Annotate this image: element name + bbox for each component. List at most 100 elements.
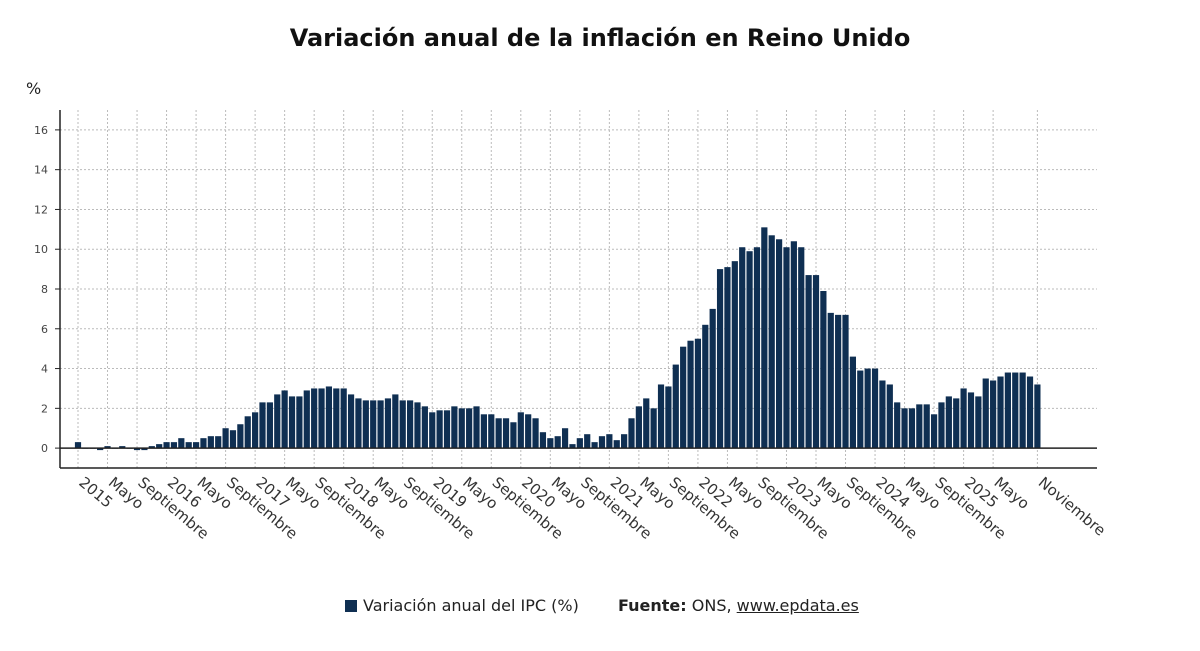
bar (443, 410, 451, 449)
bar (776, 239, 783, 449)
bar (451, 406, 458, 449)
bar (281, 390, 288, 449)
bar (938, 402, 945, 449)
bar (871, 368, 879, 449)
bar (1012, 372, 1019, 449)
bar (340, 388, 347, 449)
bar (635, 406, 642, 449)
bar (628, 418, 635, 449)
bar (377, 400, 384, 449)
y-tick-label: 12 (34, 203, 48, 216)
bar (311, 388, 318, 449)
bar (170, 442, 178, 449)
bar (982, 378, 989, 449)
bar (296, 396, 303, 449)
bar (812, 275, 820, 449)
bar (333, 388, 340, 449)
x-tick-label: 2015 (75, 473, 116, 511)
bar (259, 402, 266, 449)
bar (576, 438, 583, 449)
bar (930, 414, 938, 449)
bar (561, 428, 569, 449)
bar (429, 412, 436, 449)
bar (716, 269, 724, 449)
bar (665, 386, 672, 449)
bar (244, 416, 251, 449)
bar (1026, 376, 1034, 449)
bar (274, 394, 281, 449)
bar (953, 398, 960, 449)
bar (185, 442, 192, 449)
bar (753, 247, 761, 449)
bar (355, 398, 362, 449)
bar (347, 394, 355, 449)
bar (148, 446, 155, 449)
bar (960, 388, 967, 449)
y-tick-label: 4 (41, 363, 48, 376)
bar (517, 412, 524, 449)
bar (539, 432, 547, 449)
bar (399, 400, 406, 449)
bar (266, 402, 273, 449)
bar (510, 422, 517, 449)
bar (783, 247, 790, 449)
source-text: ONS, (691, 596, 732, 615)
bar (421, 406, 428, 449)
bar (370, 400, 377, 449)
bar (554, 436, 561, 449)
bar (584, 434, 591, 449)
bar (687, 340, 694, 449)
bar (215, 436, 222, 449)
bar (303, 390, 310, 449)
bar (502, 418, 510, 449)
bar (598, 436, 606, 449)
bar (613, 440, 620, 449)
axes (55, 110, 1097, 469)
bar (768, 235, 775, 449)
bar (621, 434, 628, 449)
bar (362, 400, 369, 449)
source-label: Fuente: (618, 596, 687, 615)
bar (731, 261, 738, 449)
source-link[interactable]: www.epdata.es (736, 596, 859, 615)
bar (591, 442, 598, 449)
bar (532, 418, 539, 449)
bar (547, 438, 554, 449)
y-tick-label: 10 (34, 243, 48, 256)
y-tick-label: 16 (34, 124, 48, 137)
bar (207, 436, 214, 449)
bar (237, 424, 244, 449)
chart-title: Variación anual de la inflación en Reino… (289, 24, 911, 52)
bar (606, 434, 613, 449)
bar (643, 398, 650, 449)
bar (975, 396, 982, 449)
bar (657, 384, 665, 449)
bar (97, 448, 104, 451)
bar (288, 396, 296, 449)
bar (842, 314, 849, 449)
bar (473, 406, 480, 449)
bar (480, 414, 487, 449)
bar (133, 448, 141, 451)
bar (864, 368, 871, 449)
x-tick-labels: 2015MayoSeptiembre2016MayoSeptiembre2017… (75, 473, 1109, 543)
bar (672, 364, 679, 449)
bar (694, 338, 702, 449)
bar (178, 438, 185, 449)
bar (790, 241, 797, 449)
source-note: Fuente: ONS, www.epdata.es (618, 596, 859, 615)
y-axis-label: % (26, 79, 41, 98)
bar (945, 396, 952, 449)
bar (650, 408, 657, 449)
y-tick-label: 0 (41, 442, 48, 455)
bar (466, 408, 473, 449)
bar (709, 308, 716, 449)
bar (325, 386, 333, 449)
bar (407, 400, 414, 449)
bar (458, 408, 465, 449)
bar (200, 438, 207, 449)
y-tick-label: 8 (41, 283, 48, 296)
bar (318, 388, 325, 449)
bar (156, 444, 163, 449)
bar (436, 410, 443, 449)
